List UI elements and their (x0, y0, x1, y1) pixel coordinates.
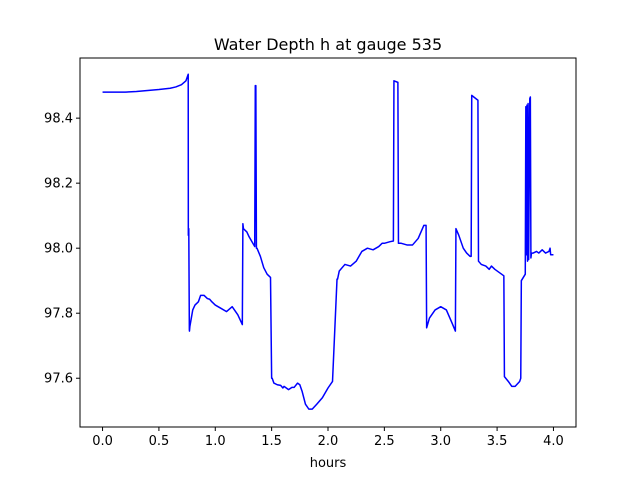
y-tick-label: 98.2 (44, 177, 73, 192)
x-tick-label: 3.0 (430, 434, 451, 449)
chart-title: Water Depth h at gauge 535 (214, 35, 442, 54)
y-axis: 97.6 97.8 98.0 98.2 98.4 (44, 112, 80, 387)
x-tick-label: 4.0 (543, 434, 564, 449)
series-line (102, 73, 554, 410)
x-tick-label: 2.5 (374, 434, 395, 449)
y-tick-label: 97.6 (44, 372, 73, 387)
y-tick-label: 98.4 (44, 112, 73, 127)
x-axis-label: hours (310, 456, 347, 471)
x-axis: 0.0 0.5 1.0 1.5 2.0 2.5 3.0 3.5 4.0 (92, 427, 564, 449)
y-tick-label: 97.8 (44, 307, 73, 322)
x-tick-label: 0.5 (149, 434, 170, 449)
x-tick-label: 1.5 (261, 434, 282, 449)
x-tick-label: 0.0 (92, 434, 113, 449)
x-tick-label: 1.0 (205, 434, 226, 449)
plot-area (79, 57, 577, 428)
series-layer (102, 73, 554, 410)
x-tick-label: 2.0 (318, 434, 339, 449)
y-tick-label: 98.0 (44, 242, 73, 257)
x-tick-label: 3.5 (487, 434, 508, 449)
